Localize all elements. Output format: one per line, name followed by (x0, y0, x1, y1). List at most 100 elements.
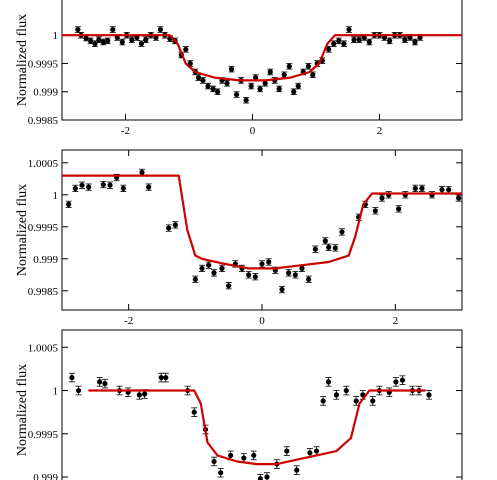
data-point (100, 181, 106, 188)
data-point (199, 265, 205, 271)
data-point (246, 272, 252, 278)
data-point (100, 39, 106, 45)
data-point (139, 169, 145, 175)
y-tick-label: 0.9985 (28, 115, 59, 127)
plot-frame (61, 329, 463, 480)
panel-3: 0.999 0.9995 1 1.0005 Normalized flux (15, 329, 463, 480)
plot-data (68, 372, 432, 480)
data-point (253, 75, 259, 81)
data-point (264, 474, 270, 480)
data-point (259, 261, 265, 267)
data-point (243, 97, 249, 103)
x-tick-label: 2 (377, 125, 383, 137)
data-point (211, 458, 217, 465)
data-point (219, 265, 225, 271)
data-point (257, 476, 263, 480)
data-point (353, 398, 359, 404)
data-point (224, 80, 230, 86)
data-point (307, 450, 313, 456)
data-point (456, 195, 462, 201)
data-point (86, 184, 92, 190)
data-point (346, 26, 352, 33)
data-point (166, 225, 172, 231)
data-point (370, 398, 376, 404)
data-point (138, 41, 144, 47)
data-point (310, 72, 316, 78)
data-point (286, 270, 292, 276)
data-point (146, 184, 152, 190)
data-point (281, 72, 287, 78)
x-tick-label: 0 (259, 315, 265, 327)
data-point (226, 283, 232, 289)
data-point (183, 46, 189, 52)
x-tick-label: 0 (250, 125, 256, 137)
data-point (419, 185, 425, 191)
data-point (322, 238, 328, 244)
data-point (366, 39, 372, 45)
data-point (292, 272, 298, 278)
model-fit-line (62, 34, 462, 82)
data-point (313, 448, 320, 454)
data-point (299, 265, 305, 271)
data-point (326, 46, 332, 52)
panel-2: 0.9985 0.999 0.9995 1 1.0005 -2 0 2 Normalized f… (15, 149, 463, 327)
data-point (129, 37, 135, 43)
data-point (294, 467, 300, 473)
plot-frame (61, 149, 463, 311)
y-tick-label: 0.9995 (28, 429, 59, 441)
data-point (320, 398, 326, 404)
data-point (379, 195, 385, 201)
data-point (200, 77, 206, 84)
data-point (325, 379, 332, 385)
y-tick-label: 0.999 (33, 87, 58, 99)
data-point (284, 448, 290, 454)
plot-frame (61, 0, 463, 121)
data-point (412, 185, 418, 191)
model-fit-line (88, 389, 426, 466)
data-point (142, 391, 148, 397)
data-point (396, 206, 402, 212)
y-tick-label: 1 (53, 190, 59, 202)
data-point (92, 41, 98, 47)
model-fit-line (62, 174, 462, 270)
y-axis-label: Normalized flux (15, 364, 30, 456)
data-point (136, 392, 142, 398)
data-point (87, 38, 94, 44)
data-point (241, 455, 247, 461)
data-point (72, 185, 78, 191)
data-point (119, 39, 125, 45)
data-point (107, 182, 113, 188)
data-point (343, 387, 349, 394)
data-point (172, 222, 178, 228)
y-tick-label: 1 (53, 386, 59, 398)
data-point (105, 38, 111, 44)
data-point (252, 274, 258, 280)
data-point (399, 377, 406, 383)
x-tick-label: -2 (121, 125, 130, 137)
data-point (291, 89, 297, 95)
data-point (295, 83, 301, 89)
data-point (312, 246, 318, 252)
data-point (120, 185, 126, 191)
x-tick-label: 2 (393, 315, 399, 327)
data-point (158, 374, 164, 381)
data-point (163, 374, 169, 381)
data-point (248, 83, 254, 89)
data-point (257, 86, 263, 92)
data-point (306, 276, 312, 282)
data-point (446, 187, 452, 193)
y-tick-label: 1 (53, 30, 59, 42)
data-point (83, 35, 89, 41)
data-point (351, 37, 357, 43)
data-point (267, 69, 273, 75)
y-tick-label: 0.999 (33, 472, 58, 480)
data-point (110, 26, 116, 33)
y-tick-label: 0.999 (33, 254, 58, 266)
data-point (228, 66, 235, 72)
data-point (332, 245, 338, 251)
data-point (286, 63, 292, 69)
data-point (412, 39, 418, 45)
data-point (336, 38, 342, 44)
data-point (356, 37, 362, 43)
data-point (210, 86, 216, 92)
